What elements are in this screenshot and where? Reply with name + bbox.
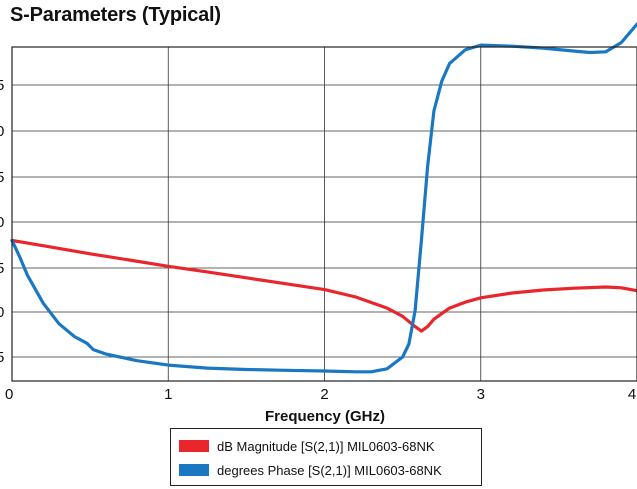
legend-label-magnitude: dB Magnitude [S(2,1)] MIL0603-68NK [217, 438, 435, 454]
legend-swatch-phase [179, 464, 209, 476]
tick-labels: 0 1 2 3 4 5 0 5 0 5 0 5 [0, 77, 636, 403]
plot-area: 0 1 2 3 4 5 0 5 0 5 0 5 Frequency (GHz) [0, 22, 637, 425]
grid [12, 47, 637, 381]
plot-border [11, 46, 637, 382]
legend-item-phase: degrees Phase [S(2,1)] MIL0603-68NK [179, 462, 442, 478]
y-tick-label: 0 [0, 214, 4, 231]
x-axis-label: Frequency (GHz) [265, 408, 385, 425]
x-tick-label: 4 [628, 386, 636, 403]
y-tick-label: 5 [0, 169, 4, 186]
plot-frame [11, 46, 637, 382]
x-tick-label: 3 [477, 386, 485, 403]
y-tick-label: 0 [0, 304, 4, 321]
y-tick-label: 5 [0, 77, 4, 94]
chart-title: S-Parameters (Typical) [10, 4, 221, 26]
y-tick-label: 5 [0, 260, 4, 277]
legend: dB Magnitude [S(2,1)] MIL0603-68NK degre… [170, 428, 482, 486]
legend-label-phase: degrees Phase [S(2,1)] MIL0603-68NK [217, 462, 442, 478]
legend-item-magnitude: dB Magnitude [S(2,1)] MIL0603-68NK [179, 438, 435, 454]
magnitude-line [10, 238, 637, 333]
x-tick-label: 1 [164, 386, 172, 403]
y-tick-label: 5 [0, 349, 4, 366]
legend-swatch-magnitude [179, 440, 209, 452]
x-tick-label: 2 [320, 386, 328, 403]
y-tick-label: 0 [0, 123, 4, 140]
x-tick-label: 0 [5, 386, 13, 403]
